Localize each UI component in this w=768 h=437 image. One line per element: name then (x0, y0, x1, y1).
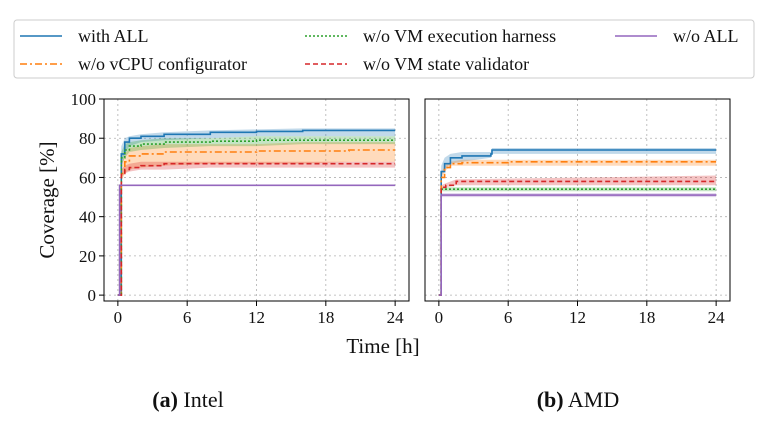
svg-text:(b) AMD: (b) AMD (537, 387, 620, 412)
panel-intel-y-ticks: 0 20 40 60 80 100 (71, 90, 104, 305)
panel-intel-lines (117, 129, 396, 296)
y-tick-label-40: 40 (79, 208, 96, 227)
caption-amd-name: AMD (568, 387, 619, 412)
legend-label-wo-all: w/o ALL (673, 26, 739, 46)
x-tick-label-12: 12 (569, 308, 586, 327)
legend-label-wo-vm-execution-harness: w/o VM execution harness (363, 26, 556, 46)
legend: with ALL w/o vCPU configurator w/o VM ex… (13, 19, 755, 79)
line-intel-w-o-all (117, 184, 396, 296)
legend-entry-wo-vm-state-validator: w/o VM state validator (305, 54, 529, 74)
caption-intel-letter: (a) (152, 387, 178, 412)
x-tick-label-18: 18 (638, 308, 655, 327)
legend-entry-wo-vcpu-configurator: w/o vCPU configurator (20, 54, 247, 74)
x-tick-label-6: 6 (504, 308, 513, 327)
caption-amd: (b) AMD (537, 387, 620, 412)
line-intel-w-o-vcpu-configurator (117, 149, 396, 296)
y-tick-label-0: 0 (88, 286, 97, 305)
caption-amd-letter: (b) (537, 387, 564, 412)
y-tick-label-60: 60 (79, 168, 96, 187)
panel-intel-x-ticks: 0 6 12 18 24 (114, 301, 405, 327)
line-amd-w-o-vm-state-validator (438, 180, 717, 296)
panel-intel: 0 6 12 18 24 0 20 40 60 80 100 (71, 90, 410, 327)
legend-entry-wo-vm-execution-harness: w/o VM execution harness (305, 26, 556, 46)
svg-text:(a) Intel: (a) Intel (152, 387, 223, 412)
legend-entry-wo-all: w/o ALL (615, 26, 739, 46)
y-tick-label-100: 100 (71, 90, 97, 109)
panel-intel-bands (117, 128, 396, 296)
caption-intel: (a) Intel (152, 387, 223, 412)
x-tick-label-6: 6 (183, 308, 192, 327)
legend-entry-with-all: with ALL (20, 26, 149, 46)
x-axis-label: Time [h] (346, 334, 419, 358)
y-axis-label: Coverage [%] (35, 141, 59, 258)
legend-frame (13, 19, 755, 79)
x-tick-label-24: 24 (708, 308, 726, 327)
line-amd-with-all (438, 149, 717, 296)
panel-amd-lines (438, 149, 717, 296)
x-tick-label-18: 18 (317, 308, 334, 327)
legend-label-with-all: with ALL (78, 26, 149, 46)
panel-amd-grid (425, 98, 730, 301)
band-amd-w-o-vm-execution-harness (438, 187, 717, 296)
line-amd-w-o-all (438, 194, 717, 296)
band-intel-w-o-vcpu-configurator (117, 142, 396, 296)
caption-intel-name: Intel (183, 387, 223, 412)
line-intel-w-o-vm-execution-harness (117, 139, 396, 296)
x-tick-label-0: 0 (114, 308, 123, 327)
x-tick-label-12: 12 (248, 308, 265, 327)
y-tick-label-80: 80 (79, 129, 96, 148)
legend-label-wo-vcpu-configurator: w/o vCPU configurator (78, 54, 247, 74)
x-tick-label-0: 0 (435, 308, 444, 327)
y-tick-label-20: 20 (79, 247, 96, 266)
legend-label-wo-vm-state-validator: w/o VM state validator (363, 54, 529, 74)
x-tick-label-24: 24 (387, 308, 405, 327)
panel-amd-x-ticks: 0 6 12 18 24 (435, 301, 726, 327)
panel-amd: 0 6 12 18 24 (424, 98, 731, 327)
